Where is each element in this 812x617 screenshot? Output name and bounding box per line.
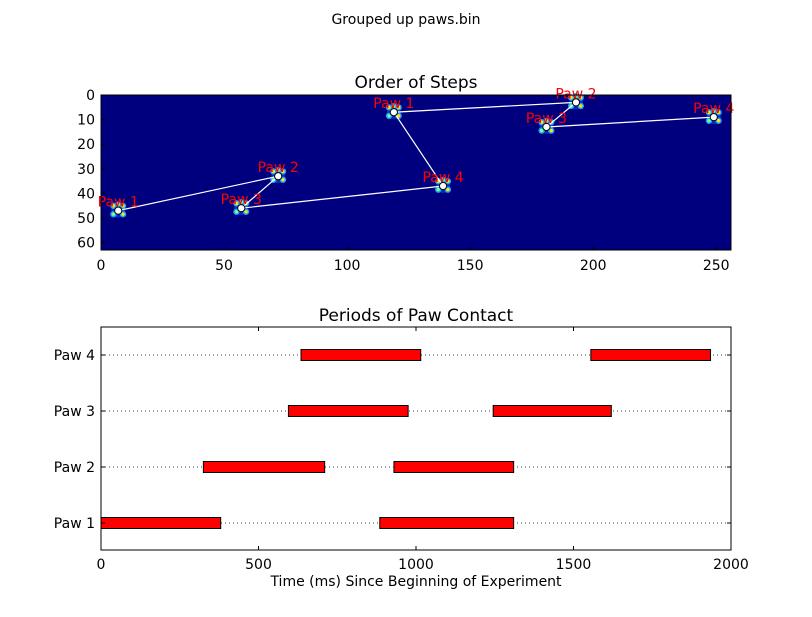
contact-x-tick-label: 1500 [556,557,592,573]
heatmap-x-tick-label: 200 [580,258,607,274]
heatmap-y-tick-label: 0 [86,88,95,104]
contact-bar [590,349,712,361]
contact-x-tick-label: 0 [97,557,106,573]
figure-suptitle: Grouped up paws.bin [331,12,480,28]
pressure-blob-core [716,119,721,123]
pressure-blob-core [569,95,573,100]
contact-bar [300,349,422,361]
step-label: Paw 2 [258,160,299,176]
contact-y-tick-label: Paw 2 [54,460,95,476]
heatmap-y-tick-label: 20 [77,137,95,153]
step-markers: Paw 1 Paw 2 Paw 3 Paw 4 Paw 1 Paw 2 Paw 3 Paw 4 [98,86,734,215]
pressure-blob-core [712,109,716,113]
pressure-blob-core [281,169,285,174]
contact-x-tick-label: 500 [245,557,272,573]
step-label: Paw 2 [555,86,596,102]
contact-y-tick-label: Paw 1 [54,516,95,532]
heatmap-y-tick-label: 40 [77,186,95,202]
contact-bars [100,349,712,529]
step-label: Paw 3 [221,192,262,208]
pressure-blob-core [281,178,285,182]
step-marker [438,181,448,191]
pressure-blob-core [539,128,544,133]
pressure-blob-core [239,200,243,204]
heatmap-x-tick-label: 50 [215,258,233,274]
contact-bar [100,517,222,529]
heatmap-x-ticks: 0 50 100 150 200 250 [97,246,730,274]
pressure-blob-core [271,169,276,174]
pressure-blob-core [549,128,553,133]
step-label: Paw 4 [422,170,463,186]
pressure-blob-core [707,110,711,115]
contact-x-tick-label: 2000 [713,557,749,573]
step-label: Paw 3 [526,111,567,127]
step-label: Paw 1 [98,195,139,211]
pressure-blob-core [121,212,125,216]
heatmap-frame [100,94,732,251]
step-marker [114,206,123,215]
pressure-blob-core [579,104,583,108]
heatmap-x-tick-label: 0 [97,258,106,274]
step-marker [389,108,398,117]
pressure-blob-core [579,95,583,100]
pressure-blob-core [544,119,549,123]
pressure-blob-core [716,110,721,115]
heatmap-y-tick-label: 60 [77,236,95,252]
pressure-blob-core [392,104,396,108]
pressure-blob-core [387,105,391,110]
pressure-blob-core [116,202,120,207]
pressure-blob-core [111,204,116,208]
contact-y-tick-label: Paw 4 [54,348,95,364]
heatmap-x-tick-label: 150 [457,258,484,274]
contact-x-ticks: 0 500 1000 1500 2000 [97,327,749,573]
pressure-blob-core [436,187,440,192]
heatmap-y-tick-label: 50 [77,211,95,227]
contact-bar [202,461,326,473]
contact-x-tick-label: 1000 [398,557,434,573]
contact-bar [393,461,515,473]
step-order-path [118,101,714,212]
pressure-blob-core [446,179,450,183]
contact-x-axis-label: Time (ms) Since Beginning of Experiment [269,574,562,590]
contact-y-tick-label: Paw 3 [54,404,95,420]
pressure-blob-core [446,187,450,192]
step-marker [709,113,718,122]
heatmap-x-tick-label: 100 [334,258,361,274]
step-label: Paw 4 [693,101,734,117]
step-label: Paw 1 [373,96,414,112]
step-marker [237,204,246,213]
contact-y-ticks: Paw 1 Paw 2 Paw 3 Paw 4 [54,348,731,532]
pressure-blob-core [396,105,401,110]
periods-of-paw-contact-axes: Periods of Paw Contact 0 500 1000 1500 2000 … [54,306,749,590]
contact-bar [287,405,409,417]
heatmap-y-ticks: 0 10 20 30 40 50 60 [77,88,105,252]
step-marker [571,98,581,107]
heatmap-background [101,95,731,250]
periods-of-paw-contact-title: Periods of Paw Contact [319,306,514,326]
heatmap-x-tick-label: 250 [703,258,730,274]
pressure-blob-core [244,210,248,214]
heatmap-y-tick-label: 10 [77,113,95,129]
pressure-blob-core [396,114,401,118]
pressure-blob-core [707,119,711,123]
pressure-blob-core [539,120,544,124]
pressure-blob-core [111,212,116,216]
pressure-blob-core [387,114,391,118]
pressure-blob-core [574,94,578,99]
pressure-blob-core [121,204,125,208]
pressure-blob-core [441,178,445,182]
contact-bar [492,405,612,417]
pressure-blob-core [234,210,239,214]
pressure-blob-core [276,168,280,172]
heatmap-y-tick-label: 30 [77,162,95,178]
pressure-blob-core [234,201,239,206]
step-marker [542,122,551,132]
order-of-steps-title: Order of Steps [354,73,477,93]
contact-bar [379,517,515,529]
step-marker [274,172,283,181]
